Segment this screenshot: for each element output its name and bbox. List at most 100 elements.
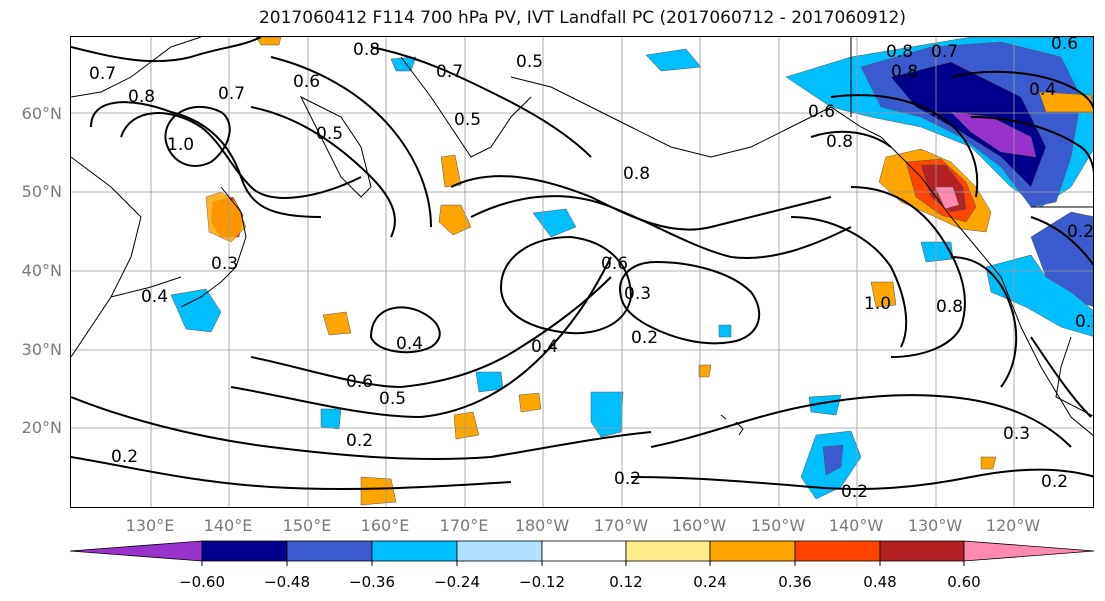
- colorbar-ticks: [201, 561, 965, 566]
- contour-label: 0.4: [141, 287, 168, 307]
- shade-s12: [453, 411, 480, 440]
- lon-label-140e: 140°E: [203, 516, 253, 535]
- coast-japan: [180, 186, 247, 308]
- graticule: [71, 37, 1093, 507]
- colorbar-segment: [625, 540, 711, 562]
- shade-s20: [698, 364, 712, 378]
- contour-label: 0.5: [516, 52, 543, 72]
- colorbar-tick-label: 0.24: [693, 573, 727, 591]
- contour-2: [90, 101, 322, 218]
- colorbar-segment: [286, 540, 373, 562]
- colorbar-segment: [69, 540, 203, 562]
- colorbar-segments: [69, 540, 1095, 562]
- colorbar-tick-label: −0.60: [179, 573, 225, 591]
- colorbar-segment: [963, 540, 1095, 562]
- shade-s18: [360, 476, 397, 506]
- colorbar-segment: [709, 540, 796, 562]
- contour-21: [950, 256, 1018, 388]
- colorbar-segment: [201, 540, 288, 562]
- colorbar-segment: [541, 540, 627, 562]
- colorbar-tick-label: −0.36: [349, 573, 395, 591]
- coast-us-border: [850, 37, 1093, 208]
- shade-s4: [440, 154, 462, 188]
- contour-label: 0.8: [936, 297, 963, 317]
- lat-label-30n: 30°N: [21, 340, 62, 359]
- shade-s5: [255, 37, 282, 46]
- contour-label: 0.8: [128, 87, 155, 107]
- contour-label: 0.2: [1041, 472, 1068, 492]
- map-canvas: 0.7 0.8 1.0 0.7 0.6 0.5 0.8 0.7 0.5 0.5 …: [71, 37, 1094, 507]
- colorbar-tick-label: −0.24: [434, 573, 480, 591]
- shade-s10: [475, 371, 504, 393]
- colorbar-segment: [371, 540, 458, 562]
- colorbar-tick-label: 0.36: [778, 573, 812, 591]
- map-panel: 0.7 0.8 1.0 0.7 0.6 0.5 0.8 0.7 0.5 0.5 …: [70, 36, 1094, 508]
- contour-label: 0.7: [436, 62, 463, 82]
- contour-23: [950, 70, 1093, 110]
- contour-26: [1030, 336, 1092, 418]
- contour-18: [630, 468, 1093, 490]
- contour-17: [650, 394, 1072, 448]
- contour-label: 0.6: [808, 102, 835, 122]
- contour-labels: 0.7 0.8 1.0 0.7 0.6 0.5 0.8 0.7 0.5 0.5 …: [89, 37, 1094, 502]
- shade-s9: [322, 311, 352, 336]
- lon-label-170w: 170°W: [593, 516, 649, 535]
- contour-label: 0.8: [886, 42, 913, 62]
- contour-16: [71, 456, 512, 491]
- lat-label-20n: 20°N: [21, 418, 62, 437]
- contour-label: 0.7: [218, 84, 245, 104]
- lon-label-140w: 140°W: [828, 516, 884, 535]
- contour-label: 0.8: [623, 164, 650, 184]
- contour-label: 0.2: [111, 447, 138, 467]
- shade-coast-pink: [934, 186, 960, 210]
- contour-15: [71, 396, 652, 460]
- contour-label: 0.2: [1067, 222, 1094, 242]
- colorbar-svg: [69, 540, 1095, 566]
- contour-label: 0.6: [601, 254, 628, 274]
- shade-s15: [808, 394, 842, 416]
- shade-s14: [320, 408, 342, 430]
- coast-bering: [400, 56, 532, 158]
- contour-9: [470, 195, 852, 259]
- contour-13: [230, 256, 612, 419]
- contour-3: [120, 112, 362, 199]
- contour-label: 0.2: [614, 469, 641, 489]
- lon-label-150w: 150°W: [750, 516, 806, 535]
- contour-22: [830, 94, 979, 198]
- lon-label-170e: 170°E: [439, 516, 489, 535]
- contour-label: 1.0: [864, 294, 891, 314]
- shade-s3: [532, 208, 577, 238]
- contour-label: 0.2: [1075, 312, 1094, 332]
- pv-contours: [71, 37, 1093, 491]
- coast-kamchatka: [299, 95, 372, 198]
- lon-label-160w: 160°W: [671, 516, 727, 535]
- colorbar-segment: [794, 540, 881, 562]
- contour-24: [970, 116, 1093, 174]
- contour-12: [250, 276, 612, 389]
- colorbar: [69, 539, 1095, 571]
- shade-s8: [870, 281, 897, 308]
- lon-label-130e: 130°E: [125, 516, 175, 535]
- contour-label: 0.6: [293, 72, 320, 92]
- contour-label: 0.2: [346, 431, 373, 451]
- colorbar-segment: [456, 540, 543, 562]
- shade-s13: [590, 391, 624, 438]
- lon-label-180w: 180°W: [514, 516, 570, 535]
- shade-s1: [170, 288, 222, 333]
- map-title: 2017060412 F114 700 hPa PV, IVT Landfall…: [258, 8, 906, 28]
- contour-4: [164, 105, 231, 167]
- colorbar-tick-label: 0.12: [609, 573, 643, 591]
- contour-label: 0.4: [396, 334, 423, 354]
- contour-label: 0.4: [531, 337, 558, 357]
- contour-10: [499, 235, 633, 335]
- contour-label: 0.5: [316, 124, 343, 144]
- lon-label-130w: 130°W: [907, 516, 963, 535]
- contour-label: 0.3: [624, 284, 651, 304]
- shade-s23: [1038, 91, 1093, 113]
- lat-label-60n: 60°N: [21, 104, 62, 123]
- contour-label: 0.6: [346, 372, 373, 392]
- colorbar-tick-label: 0.48: [863, 573, 897, 591]
- contour-7: [370, 46, 592, 158]
- shade-s11: [518, 392, 542, 413]
- colorbar-tick-label: 0.60: [947, 573, 981, 591]
